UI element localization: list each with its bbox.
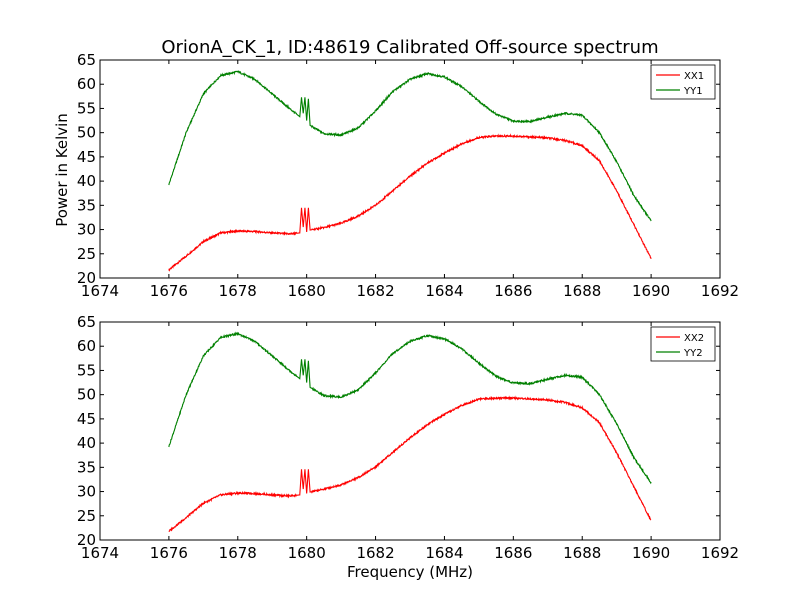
x-axis-label: Frequency (MHz) (347, 563, 473, 581)
x-tick-label: 1674 (81, 282, 119, 300)
legend-label-yy2: YY2 (683, 348, 703, 359)
y-tick-label: 25 (77, 507, 96, 525)
x-tick-label: 1686 (494, 282, 532, 300)
x-tick-label: 1684 (425, 282, 463, 300)
y-tick-label: 35 (77, 196, 96, 214)
y-tick-label: 35 (77, 458, 96, 476)
x-tick-label: 1678 (219, 544, 257, 562)
x-tick-label: 1682 (356, 544, 394, 562)
y-tick-label: 40 (77, 172, 96, 190)
y-tick-label: 30 (77, 221, 96, 239)
y-tick-label: 55 (77, 99, 96, 117)
y-tick-label: 50 (77, 124, 96, 142)
x-tick-label: 1692 (701, 282, 739, 300)
x-tick-label: 1680 (288, 282, 326, 300)
y-tick-label: 55 (77, 361, 96, 379)
y-tick-label: 20 (77, 531, 96, 549)
x-tick-label: 1676 (150, 544, 188, 562)
x-tick-label: 1678 (219, 282, 257, 300)
x-tick-label: 1686 (494, 544, 532, 562)
legend-label-xx2: XX2 (684, 333, 704, 344)
figure-title: OrionA_CK_1, ID:48619 Calibrated Off-sou… (161, 37, 658, 58)
x-tick-label: 1684 (425, 544, 463, 562)
bottom-spectrum-panel: 1674 1676 1678 1680 1682 1684 1686 1688 1690 1692… (77, 313, 739, 562)
x-tick-label: 1674 (81, 544, 119, 562)
y-tick-label: 60 (77, 337, 96, 355)
plot-frame (99, 321, 721, 541)
legend-label-xx1: XX1 (684, 71, 704, 82)
x-tick-label: 1676 (150, 282, 188, 300)
y-tick-label: 50 (77, 386, 96, 404)
y-tick-label: 25 (77, 245, 96, 263)
y-tick-label: 30 (77, 483, 96, 501)
series-line-yy1 (168, 70, 652, 222)
series-line-yy2 (168, 331, 652, 485)
x-tick-label: 1680 (288, 544, 326, 562)
legend-box (650, 64, 716, 100)
legend-box (650, 326, 716, 362)
x-tick-label: 1692 (701, 544, 739, 562)
series-line-xx2 (168, 395, 652, 532)
x-tick-label: 1688 (563, 544, 601, 562)
x-tick-label: 1688 (563, 282, 601, 300)
legend-label-yy1: YY1 (683, 86, 703, 97)
y-tick-label: 65 (77, 313, 96, 331)
y-tick-label: 65 (77, 51, 96, 69)
y-tick-label: 40 (77, 434, 96, 452)
x-tick-label: 1682 (356, 282, 394, 300)
plot-frame (99, 59, 721, 279)
y-tick-label: 45 (77, 410, 96, 428)
series-line-xx1 (168, 133, 652, 272)
x-tick-label: 1690 (632, 282, 670, 300)
y-tick-label: 60 (77, 75, 96, 93)
y-axis-label: Power in Kelvin (53, 113, 71, 227)
y-tick-label: 45 (77, 148, 96, 166)
y-tick-label: 20 (77, 269, 96, 287)
top-spectrum-panel: 1674 1676 1678 1680 1682 1684 1686 1688 1690 1692… (77, 51, 739, 300)
x-tick-label: 1690 (632, 544, 670, 562)
